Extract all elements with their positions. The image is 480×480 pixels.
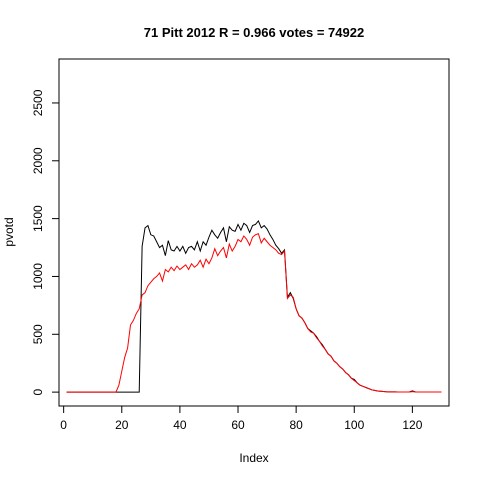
x-tick-label: 40 [173,418,187,432]
plot-frame [58,58,450,407]
x-tick-label: 120 [402,418,422,432]
y-axis: 0 500 1000 1500 2000 2500 [31,89,60,395]
y-tick-label: 500 [31,324,45,344]
x-tick-label: 20 [115,418,129,432]
series-layer [66,219,442,393]
y-tick-label: 2000 [31,147,45,174]
y-tick-label: 2500 [31,89,45,116]
series-line-2 [66,232,442,393]
chart-title: 71 Pitt 2012 R = 0.966 votes = 74922 [144,25,364,40]
x-tick-label: 100 [344,418,364,432]
x-tick-label: 80 [289,418,303,432]
x-axis-label: Index [239,451,268,465]
x-tick-label: 0 [60,418,67,432]
y-tick-label: 1000 [31,263,45,290]
x-axis: 0 20 40 60 80 100 120 [60,405,423,432]
y-tick-label: 1500 [31,205,45,232]
x-tick-label: 60 [231,418,245,432]
y-tick-label: 0 [31,388,45,395]
y-axis-label: pvotd [2,217,16,246]
